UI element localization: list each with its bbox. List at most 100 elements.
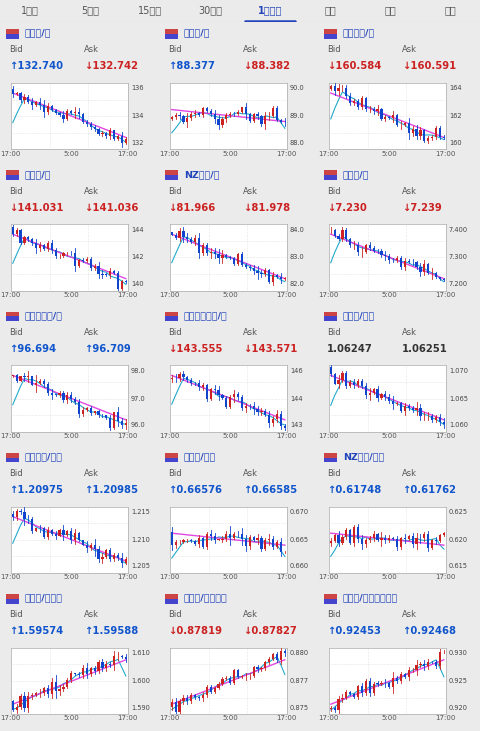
Bar bbox=[284, 651, 286, 653]
Bar bbox=[51, 530, 53, 534]
Bar bbox=[435, 662, 437, 667]
Text: Ask: Ask bbox=[84, 45, 99, 54]
Bar bbox=[171, 532, 173, 545]
Bar bbox=[113, 130, 115, 139]
Bar bbox=[361, 381, 363, 387]
Bar bbox=[31, 695, 33, 697]
Text: 1.06251: 1.06251 bbox=[402, 344, 448, 354]
Bar bbox=[411, 408, 414, 410]
Bar bbox=[86, 259, 88, 260]
Bar bbox=[431, 540, 433, 548]
Text: Ask: Ask bbox=[243, 469, 258, 478]
Bar bbox=[357, 245, 359, 252]
Text: 1.590: 1.590 bbox=[131, 705, 150, 711]
Bar bbox=[380, 538, 383, 539]
Text: 週足: 週足 bbox=[384, 6, 396, 15]
Bar bbox=[361, 686, 363, 693]
Bar bbox=[109, 550, 111, 558]
Bar bbox=[245, 107, 247, 114]
Bar bbox=[334, 708, 336, 710]
Bar bbox=[202, 537, 204, 547]
Text: 1.060: 1.060 bbox=[449, 422, 468, 428]
Bar bbox=[47, 530, 49, 537]
Bar bbox=[276, 654, 278, 660]
Text: 0.925: 0.925 bbox=[449, 678, 468, 684]
Bar bbox=[165, 34, 178, 39]
Bar bbox=[86, 668, 88, 674]
Bar bbox=[6, 458, 19, 463]
Bar bbox=[252, 406, 255, 409]
Bar bbox=[94, 412, 96, 413]
Bar bbox=[194, 238, 196, 242]
Bar bbox=[6, 29, 19, 39]
Text: ↓141.031: ↓141.031 bbox=[9, 202, 64, 213]
Bar bbox=[109, 418, 111, 428]
Bar bbox=[353, 101, 355, 102]
Bar bbox=[260, 538, 263, 548]
Bar bbox=[12, 227, 14, 234]
Bar bbox=[431, 416, 433, 420]
Bar bbox=[369, 245, 371, 248]
Bar bbox=[284, 426, 286, 428]
Bar bbox=[97, 412, 100, 415]
Text: 0.665: 0.665 bbox=[290, 537, 309, 543]
Text: Bid: Bid bbox=[9, 469, 23, 478]
Text: ユーロ/豪ドル: ユーロ/豪ドル bbox=[25, 594, 63, 602]
Bar bbox=[264, 116, 266, 124]
Text: Bid: Bid bbox=[9, 327, 23, 337]
Bar bbox=[179, 374, 180, 379]
Text: 5分足: 5分足 bbox=[81, 6, 99, 15]
Bar bbox=[90, 408, 92, 413]
Bar bbox=[404, 123, 406, 125]
Bar bbox=[268, 659, 270, 662]
Bar bbox=[97, 129, 100, 134]
Bar bbox=[31, 240, 33, 243]
Bar bbox=[337, 88, 340, 91]
Bar bbox=[233, 534, 235, 537]
Bar bbox=[105, 415, 108, 418]
Bar bbox=[12, 89, 14, 94]
Bar bbox=[165, 311, 178, 321]
Text: ↓0.87827: ↓0.87827 bbox=[243, 626, 297, 636]
Bar bbox=[190, 115, 192, 118]
Text: ↑88.377: ↑88.377 bbox=[168, 61, 215, 72]
Bar bbox=[182, 697, 184, 701]
Text: 144: 144 bbox=[290, 395, 302, 401]
Text: Ask: Ask bbox=[84, 469, 99, 478]
Text: ↑1.59588: ↑1.59588 bbox=[84, 626, 138, 636]
Text: 88.0: 88.0 bbox=[290, 140, 305, 145]
Bar bbox=[384, 255, 386, 257]
Bar bbox=[210, 534, 212, 536]
Bar bbox=[27, 697, 29, 708]
Text: 83.0: 83.0 bbox=[290, 254, 305, 260]
Text: Bid: Bid bbox=[168, 45, 182, 54]
Bar bbox=[55, 681, 57, 691]
Bar bbox=[376, 109, 379, 111]
Bar bbox=[233, 670, 235, 683]
Bar bbox=[39, 102, 41, 105]
Bar bbox=[388, 117, 390, 118]
Bar bbox=[330, 86, 332, 89]
Bar bbox=[276, 275, 278, 277]
Bar bbox=[380, 109, 383, 119]
Bar bbox=[416, 262, 418, 268]
Bar bbox=[43, 105, 45, 112]
Bar bbox=[388, 397, 390, 401]
Bar bbox=[252, 268, 255, 271]
Bar bbox=[171, 702, 173, 707]
Bar bbox=[171, 232, 173, 235]
Bar bbox=[59, 689, 60, 691]
Text: Ask: Ask bbox=[402, 186, 417, 196]
Bar bbox=[202, 385, 204, 387]
Bar bbox=[272, 654, 274, 659]
Bar bbox=[345, 373, 348, 386]
Bar bbox=[365, 540, 367, 545]
Bar bbox=[43, 381, 45, 385]
Bar bbox=[357, 686, 359, 697]
Bar bbox=[443, 533, 445, 534]
Bar bbox=[435, 128, 437, 137]
Text: 17:00: 17:00 bbox=[0, 151, 21, 156]
Text: 17:00: 17:00 bbox=[160, 716, 180, 721]
Bar bbox=[198, 383, 200, 387]
Bar bbox=[372, 248, 375, 251]
